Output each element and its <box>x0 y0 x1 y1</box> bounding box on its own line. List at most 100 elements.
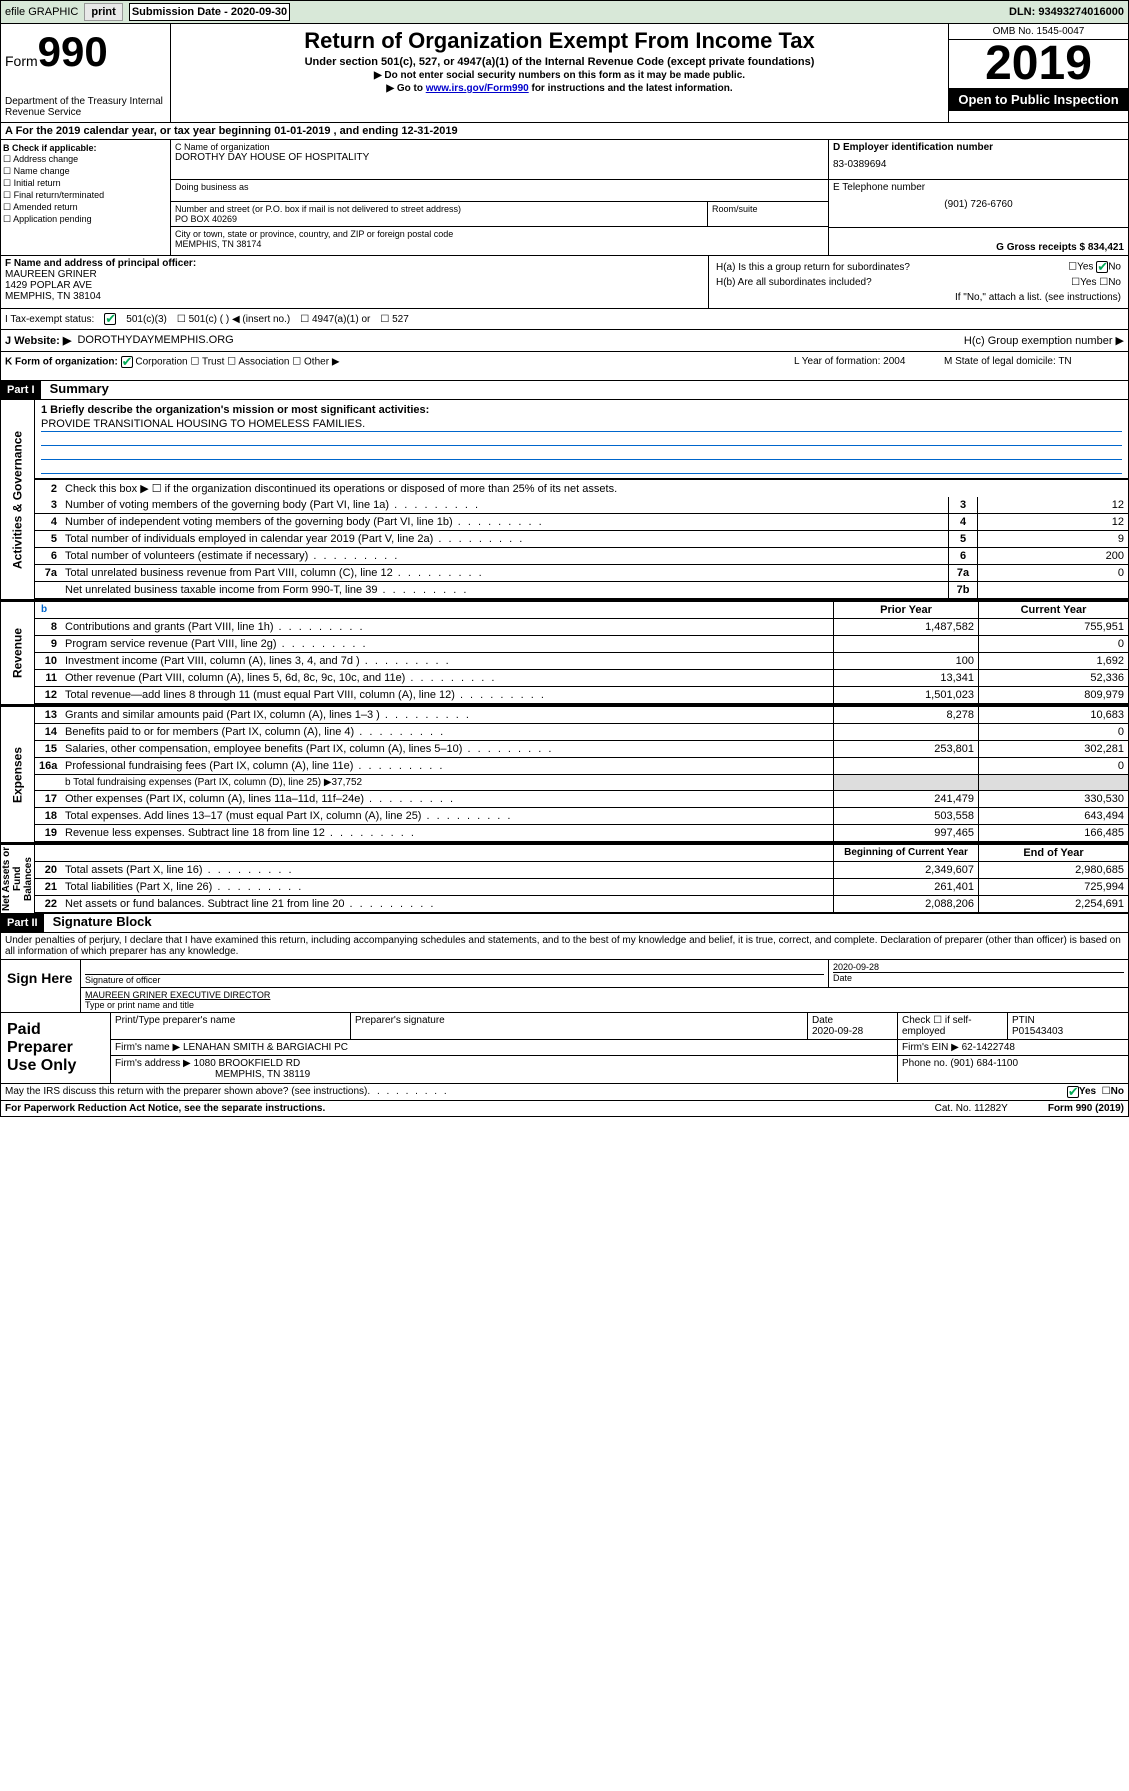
col-h: H(a) Is this a group return for subordin… <box>708 256 1128 308</box>
l1-label: 1 Briefly describe the organization's mi… <box>41 404 429 416</box>
b-opt-4[interactable]: ☐ Amended return <box>3 202 168 213</box>
col-b: B Check if applicable: ☐ Address change … <box>1 140 171 255</box>
line-a: A For the 2019 calendar year, or tax yea… <box>0 123 1129 140</box>
org-name-box: C Name of organization DOROTHY DAY HOUSE… <box>171 140 828 180</box>
section-bc: B Check if applicable: ☐ Address change … <box>0 140 1129 256</box>
phone-box: E Telephone number (901) 726-6760 <box>829 180 1128 228</box>
part1-bar: Part I Summary <box>0 381 1129 400</box>
k-corp-check[interactable] <box>121 356 133 368</box>
k-section: K Form of organization: Corporation ☐ Tr… <box>5 356 794 368</box>
prep-h5: PTINP01543403 <box>1008 1013 1128 1039</box>
city-box: City or town, state or province, country… <box>171 227 828 251</box>
summary-row: 5Total number of individuals employed in… <box>35 531 1128 548</box>
row-j: J Website: ▶ DOROTHYDAYMEMPHIS.ORG H(c) … <box>0 330 1129 352</box>
gross-receipts: G Gross receipts $ 834,421 <box>829 228 1128 255</box>
i-501c3-check[interactable] <box>104 313 116 325</box>
sign-block: Sign Here Signature of officer 2020-09-2… <box>0 960 1129 1013</box>
b-opt-5[interactable]: ☐ Application pending <box>3 214 168 225</box>
ein-val: 83-0389694 <box>833 159 1124 170</box>
phone-label: E Telephone number <box>833 182 1124 193</box>
blank-3 <box>41 460 1122 474</box>
firm-addr: Firm's address ▶ 1080 BROOKFIELD RDMEMPH… <box>111 1056 898 1082</box>
perjury-text: Under penalties of perjury, I declare th… <box>0 933 1129 960</box>
section-fh: F Name and address of principal officer:… <box>0 256 1129 309</box>
line-16b: b Total fundraising expenses (Part IX, c… <box>35 775 1128 791</box>
form-number: 990 <box>38 28 108 75</box>
summary-row: 12Total revenue—add lines 8 through 11 (… <box>35 687 1128 704</box>
b-opt-2[interactable]: ☐ Initial return <box>3 178 168 189</box>
hb-note: If "No," attach a list. (see instruction… <box>715 291 1122 304</box>
footer-left: For Paperwork Reduction Act Notice, see … <box>5 1103 325 1114</box>
sidebar-revenue: Revenue <box>1 602 35 704</box>
discuss-yes-check[interactable] <box>1067 1086 1079 1098</box>
discuss-q: May the IRS discuss this return with the… <box>5 1086 367 1098</box>
ha-no: No <box>1108 262 1121 273</box>
part2-bar: Part II Signature Block <box>0 914 1129 933</box>
hdr-begin: Beginning of Current Year <box>833 845 978 861</box>
officer-name: MAUREEN GRINER <box>5 269 704 280</box>
dln: DLN: 93493274016000 <box>1009 6 1124 18</box>
b-opt-0[interactable]: ☐ Address change <box>3 154 168 165</box>
prep-h4[interactable]: Check ☐ if self-employed <box>898 1013 1008 1039</box>
hdr-end: End of Year <box>978 845 1128 861</box>
rev-headers: b Prior Year Current Year <box>35 602 1128 619</box>
website-val: DOROTHYDAYMEMPHIS.ORG <box>77 334 233 347</box>
ein-box: D Employer identification number 83-0389… <box>829 140 1128 180</box>
prep-h1: Print/Type preparer's name <box>111 1013 351 1039</box>
blank-2 <box>41 446 1122 460</box>
i-o4: 527 <box>392 314 409 325</box>
summary-row: 8Contributions and grants (Part VIII, li… <box>35 619 1128 636</box>
k-o2: Trust <box>202 357 224 368</box>
form-header-left: Form990 Department of the Treasury Inter… <box>1 24 171 122</box>
officer-addr1: 1429 POPLAR AVE <box>5 280 704 291</box>
summary-row: 21Total liabilities (Part X, line 26)261… <box>35 879 1128 896</box>
instructions-link[interactable]: www.irs.gov/Form990 <box>426 83 529 94</box>
ein-label: D Employer identification number <box>833 142 1124 153</box>
print-button[interactable]: print <box>84 3 122 21</box>
hb-yes[interactable]: Yes <box>1080 277 1096 288</box>
officer-addr2: MEMPHIS, TN 38104 <box>5 291 704 302</box>
b-opt-3[interactable]: ☐ Final return/terminated <box>3 190 168 201</box>
preparer-label: Paid Preparer Use Only <box>1 1013 111 1083</box>
inspection-badge: Open to Public Inspection <box>949 88 1128 111</box>
b-label: B Check if applicable: <box>3 143 168 153</box>
dba-label: Doing business as <box>175 182 824 192</box>
sub3-post: for instructions and the latest informat… <box>529 83 733 94</box>
blank-1 <box>41 432 1122 446</box>
prep-h2: Preparer's signature <box>351 1013 808 1039</box>
street-row: Number and street (or P.O. box if mail i… <box>171 202 828 227</box>
summary-row: 17Other expenses (Part IX, column (A), l… <box>35 791 1128 808</box>
f-label: F Name and address of principal officer: <box>5 258 704 269</box>
org-name: DOROTHY DAY HOUSE OF HOSPITALITY <box>175 152 824 163</box>
mission-text: PROVIDE TRANSITIONAL HOUSING TO HOMELESS… <box>41 418 1122 432</box>
sign-here-label: Sign Here <box>1 960 81 1012</box>
i-o3: 4947(a)(1) or <box>312 314 370 325</box>
prep-h3: Date2020-09-28 <box>808 1013 898 1039</box>
summary-expenses: Expenses 13Grants and similar amounts pa… <box>0 705 1129 843</box>
part2-title: Signature Block <box>47 912 158 931</box>
col-c: C Name of organization DOROTHY DAY HOUSE… <box>171 140 828 255</box>
part2-header: Part II <box>1 914 44 932</box>
street-box: Number and street (or P.O. box if mail i… <box>171 202 708 226</box>
summary-netassets: Net Assets or Fund Balances Beginning of… <box>0 843 1129 914</box>
ha-yes[interactable]: Yes <box>1077 262 1093 273</box>
ha-no-check[interactable] <box>1096 261 1108 273</box>
room-box: Room/suite <box>708 202 828 226</box>
subtitle-1: Under section 501(c), 527, or 4947(a)(1)… <box>175 56 944 68</box>
hb-no[interactable]: No <box>1108 277 1121 288</box>
mission-box: 1 Briefly describe the organization's mi… <box>35 400 1128 480</box>
efile-label: efile GRAPHIC <box>5 6 78 18</box>
summary-row: Net unrelated business taxable income fr… <box>35 582 1128 599</box>
form-header-right: OMB No. 1545-0047 2019 Open to Public In… <box>948 24 1128 122</box>
col-f: F Name and address of principal officer:… <box>1 256 708 308</box>
footer-right: Form 990 (2019) <box>1048 1103 1124 1114</box>
summary-row: 20Total assets (Part X, line 16)2,349,60… <box>35 862 1128 879</box>
b-opt-1[interactable]: ☐ Name change <box>3 166 168 177</box>
summary-row: 14Benefits paid to or for members (Part … <box>35 724 1128 741</box>
ha-label: H(a) Is this a group return for subordin… <box>715 260 1000 274</box>
city-label: City or town, state or province, country… <box>175 229 824 239</box>
sig-label: Signature of officer <box>85 974 824 985</box>
street-val: PO BOX 40269 <box>175 214 703 224</box>
discuss-row: May the IRS discuss this return with the… <box>0 1084 1129 1101</box>
summary-row: 3Number of voting members of the governi… <box>35 497 1128 514</box>
